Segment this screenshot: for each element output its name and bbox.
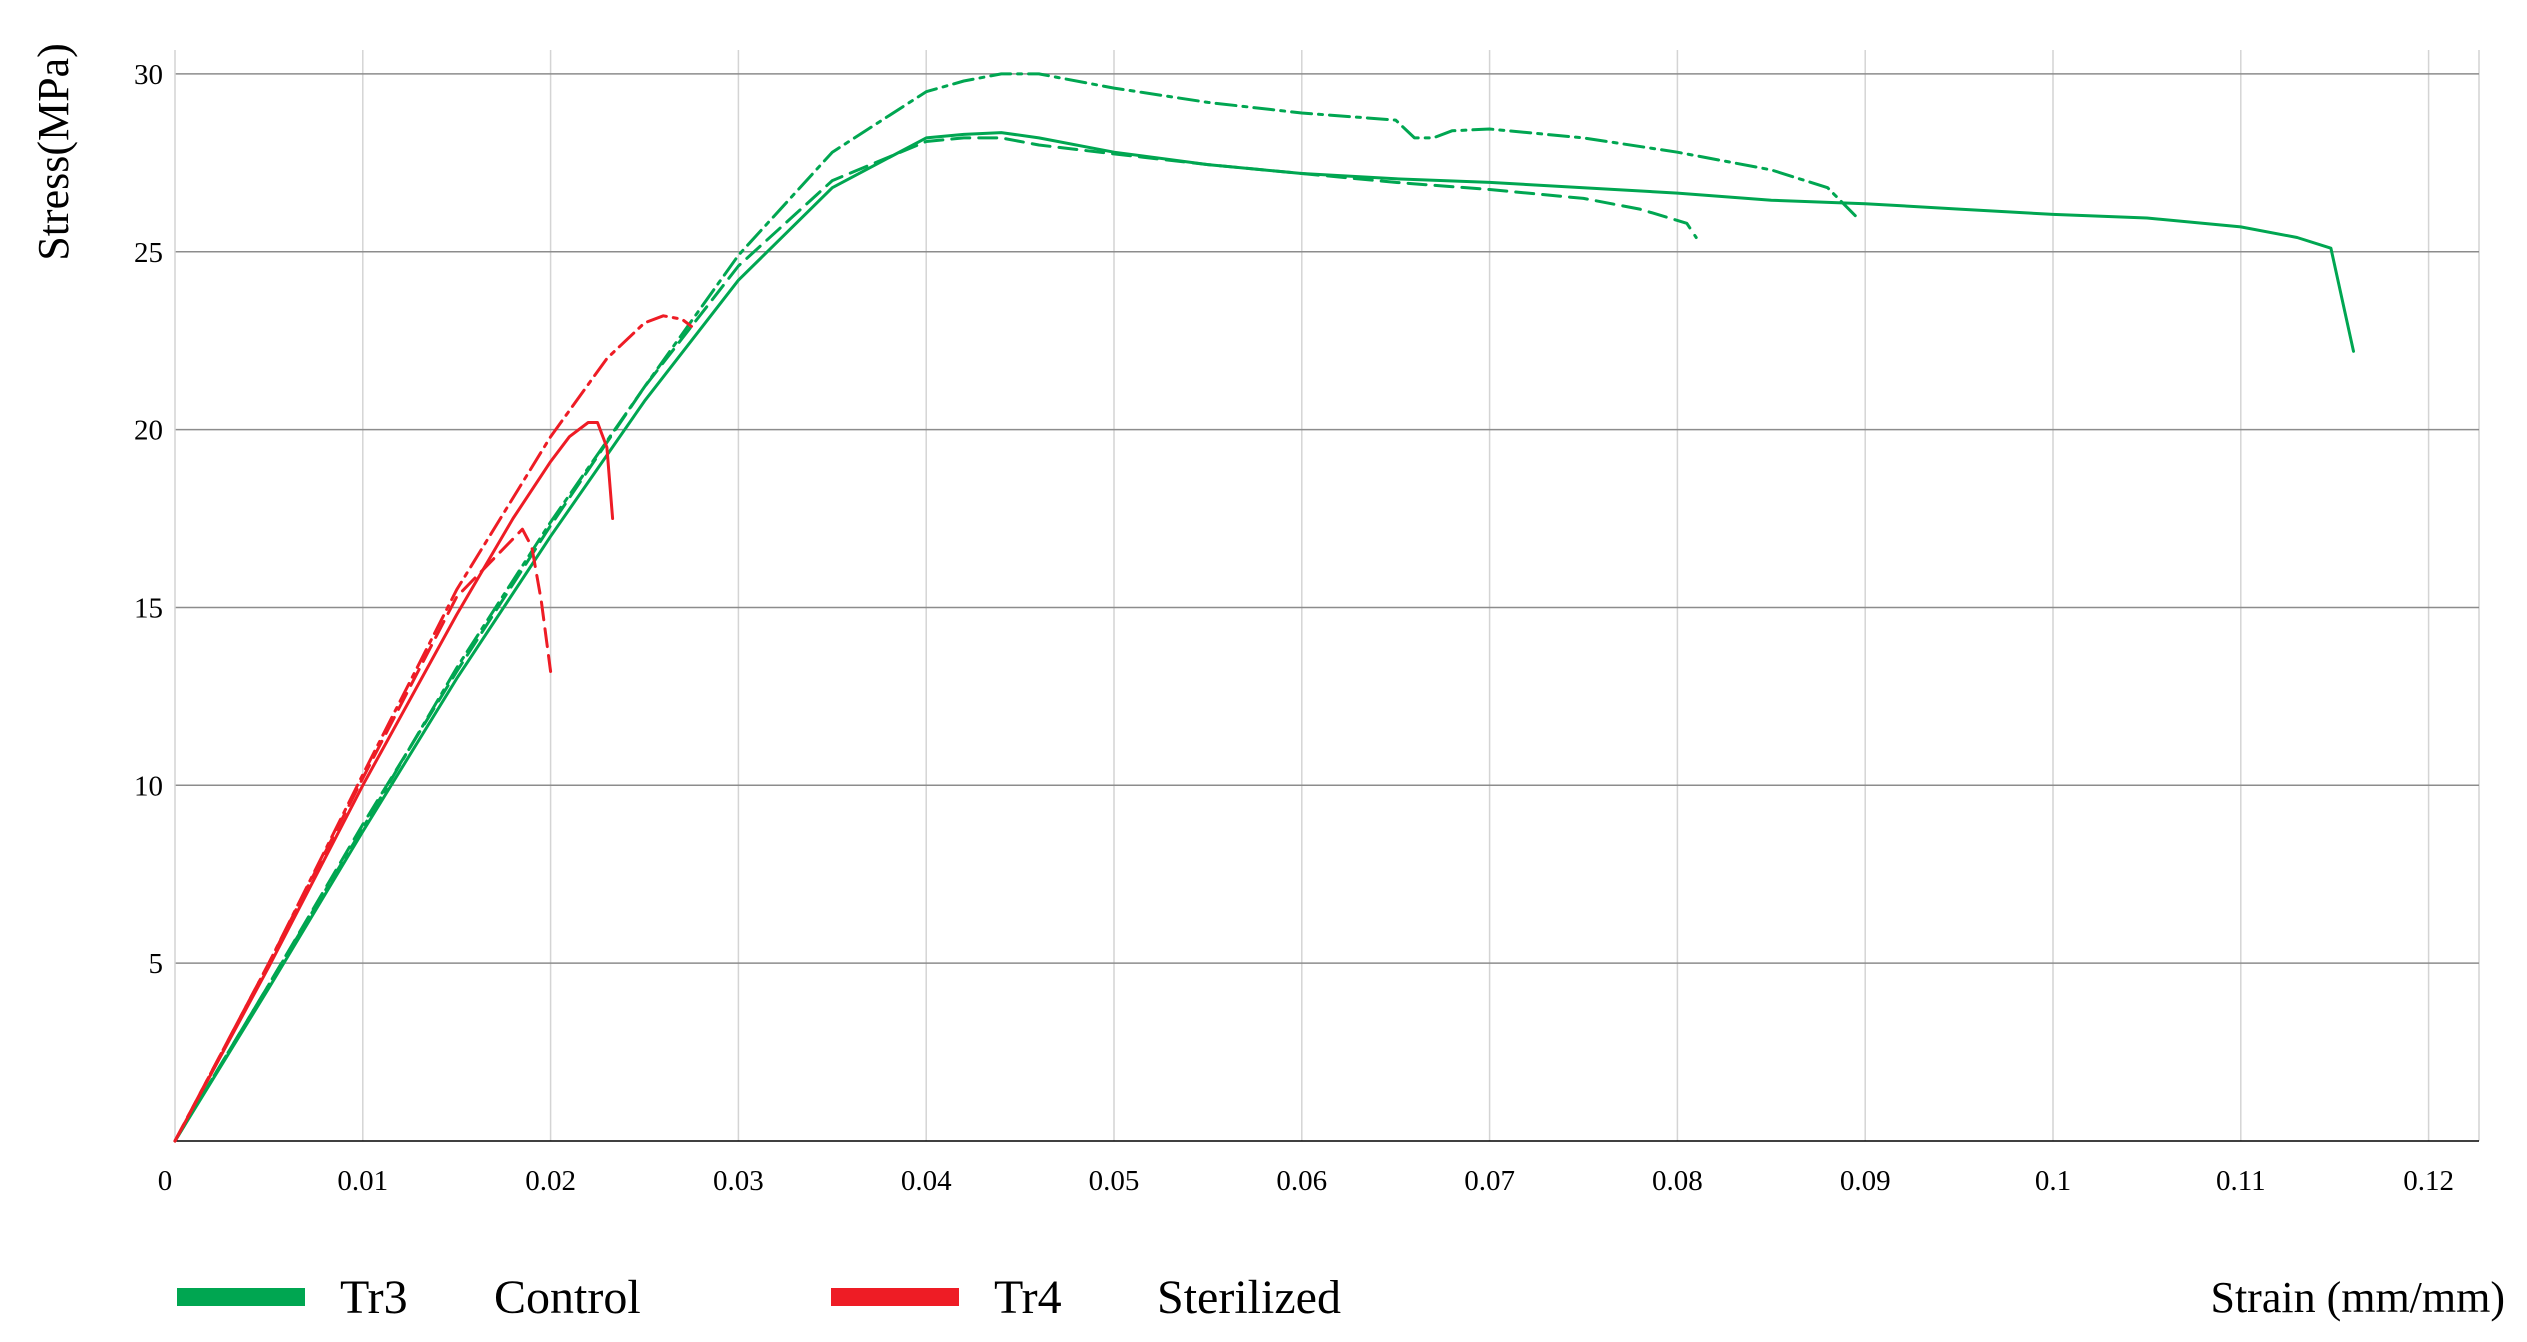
x-tick-label: 0.05 xyxy=(1089,1165,1140,1197)
x-tick-label: 0.08 xyxy=(1652,1165,1703,1197)
series-line-tr3-dashed xyxy=(173,136,1698,1143)
x-tick-label: 0.09 xyxy=(1840,1165,1891,1197)
x-tick-label: 0.03 xyxy=(713,1165,764,1197)
y-tick-label: 5 xyxy=(149,948,164,980)
y-tick-label: 20 xyxy=(134,415,163,447)
y-tick-label: 30 xyxy=(134,59,163,91)
x-tick-label: 0.06 xyxy=(1276,1165,1327,1197)
series-line-tr3-solid xyxy=(173,131,2355,1143)
y-tick-labels: 5 10 15 20 25 30 xyxy=(134,59,163,980)
y-tick-label: 10 xyxy=(134,770,163,802)
x-tick-label: 0.11 xyxy=(2216,1165,2266,1197)
x-tick-label: 0 xyxy=(158,1165,173,1197)
x-axis-title: Strain (mm/mm) xyxy=(2210,1273,2505,1322)
x-tick-label: 0.01 xyxy=(337,1165,388,1197)
y-tick-label: 15 xyxy=(134,592,163,624)
legend-code-tr4: Tr4 xyxy=(994,1271,1062,1324)
gridlines xyxy=(174,50,2480,1141)
legend-swatch-tr4 xyxy=(831,1288,959,1306)
x-tick-label: 0.02 xyxy=(525,1165,576,1197)
legend-label-tr3: Control xyxy=(494,1271,641,1324)
x-tick-labels: 0 0.01 0.02 0.03 0.04 0.05 0.06 0.07 0.08 0.09 0.1… xyxy=(158,1165,2454,1197)
x-tick-label: 0.1 xyxy=(2035,1165,2071,1197)
legend-swatch-tr3 xyxy=(177,1288,305,1306)
y-tick-label: 25 xyxy=(134,237,163,269)
x-tick-label: 0.12 xyxy=(2403,1165,2454,1197)
series-lines xyxy=(173,72,2355,1143)
series-line-tr3-dashdot xyxy=(173,72,1858,1143)
y-axis-title: Stress(MPa) xyxy=(29,43,78,261)
legend-label-tr4: Sterilized xyxy=(1157,1271,1341,1324)
series-line-tr4-dashed xyxy=(173,527,553,1143)
series-line-tr4-dashdot xyxy=(173,314,693,1143)
x-tick-label: 0.04 xyxy=(901,1165,952,1197)
legend-code-tr3: Tr3 xyxy=(340,1271,408,1324)
legend: Tr3 Control Tr4 Sterilized xyxy=(177,1271,1341,1324)
series-line-tr4-solid xyxy=(173,421,615,1143)
x-tick-label: 0.07 xyxy=(1464,1165,1515,1197)
